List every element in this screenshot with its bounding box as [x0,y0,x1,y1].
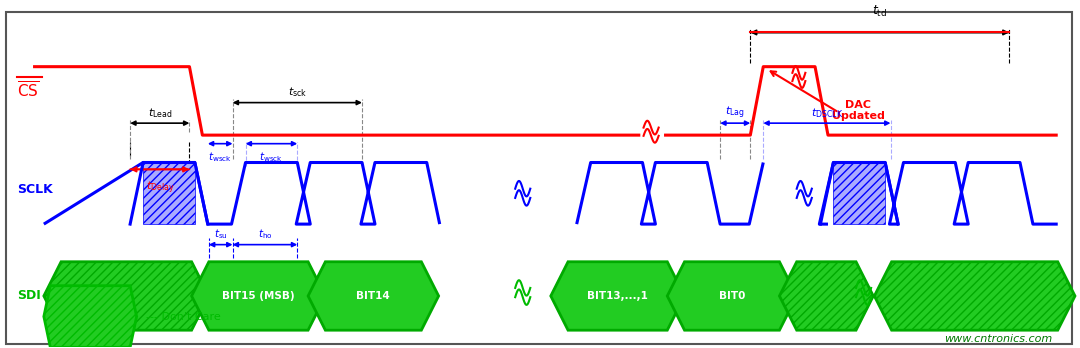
Polygon shape [780,262,874,330]
Polygon shape [308,262,438,330]
Text: www.cntronics.com: www.cntronics.com [944,334,1052,344]
Text: $t_{\rm Lead}$: $t_{\rm Lead}$ [148,106,172,120]
Text: DAC
Updated: DAC Updated [832,100,885,121]
Text: SCLK: SCLK [17,183,53,196]
FancyBboxPatch shape [143,163,194,224]
Text: BIT0: BIT0 [719,291,745,301]
Text: $t_{\rm Lag}$: $t_{\rm Lag}$ [726,105,745,121]
Text: SDI: SDI [17,290,41,302]
Polygon shape [44,262,208,330]
Text: $t_{\rm DSCLK}$: $t_{\rm DSCLK}$ [811,106,843,120]
Text: $t_{\rm su}$: $t_{\rm su}$ [214,228,228,241]
Text: $t_{\rm Delay}$: $t_{\rm Delay}$ [146,180,174,196]
FancyBboxPatch shape [834,163,886,224]
Polygon shape [551,262,685,330]
Text: $t_{\rm td}$: $t_{\rm td}$ [873,4,888,19]
Polygon shape [191,262,325,330]
Polygon shape [667,262,797,330]
Text: BIT15 (MSB): BIT15 (MSB) [222,291,295,301]
Text: $t_{\rm sck}$: $t_{\rm sck}$ [287,86,307,99]
Text: $t_{\rm wsck}$: $t_{\rm wsck}$ [208,150,232,164]
Text: $t_{\rm wsck}$: $t_{\rm wsck}$ [259,150,283,164]
Text: $t_{\rm ho}$: $t_{\rm ho}$ [258,228,272,241]
Polygon shape [44,286,136,347]
Polygon shape [875,262,1075,330]
Text: BIT13,...,1: BIT13,...,1 [588,291,648,301]
Text: $\overline{\mathsf{CS}}$: $\overline{\mathsf{CS}}$ [17,81,39,101]
Text: --- Don't Care: --- Don't Care [146,311,221,322]
Text: BIT14: BIT14 [356,291,390,301]
